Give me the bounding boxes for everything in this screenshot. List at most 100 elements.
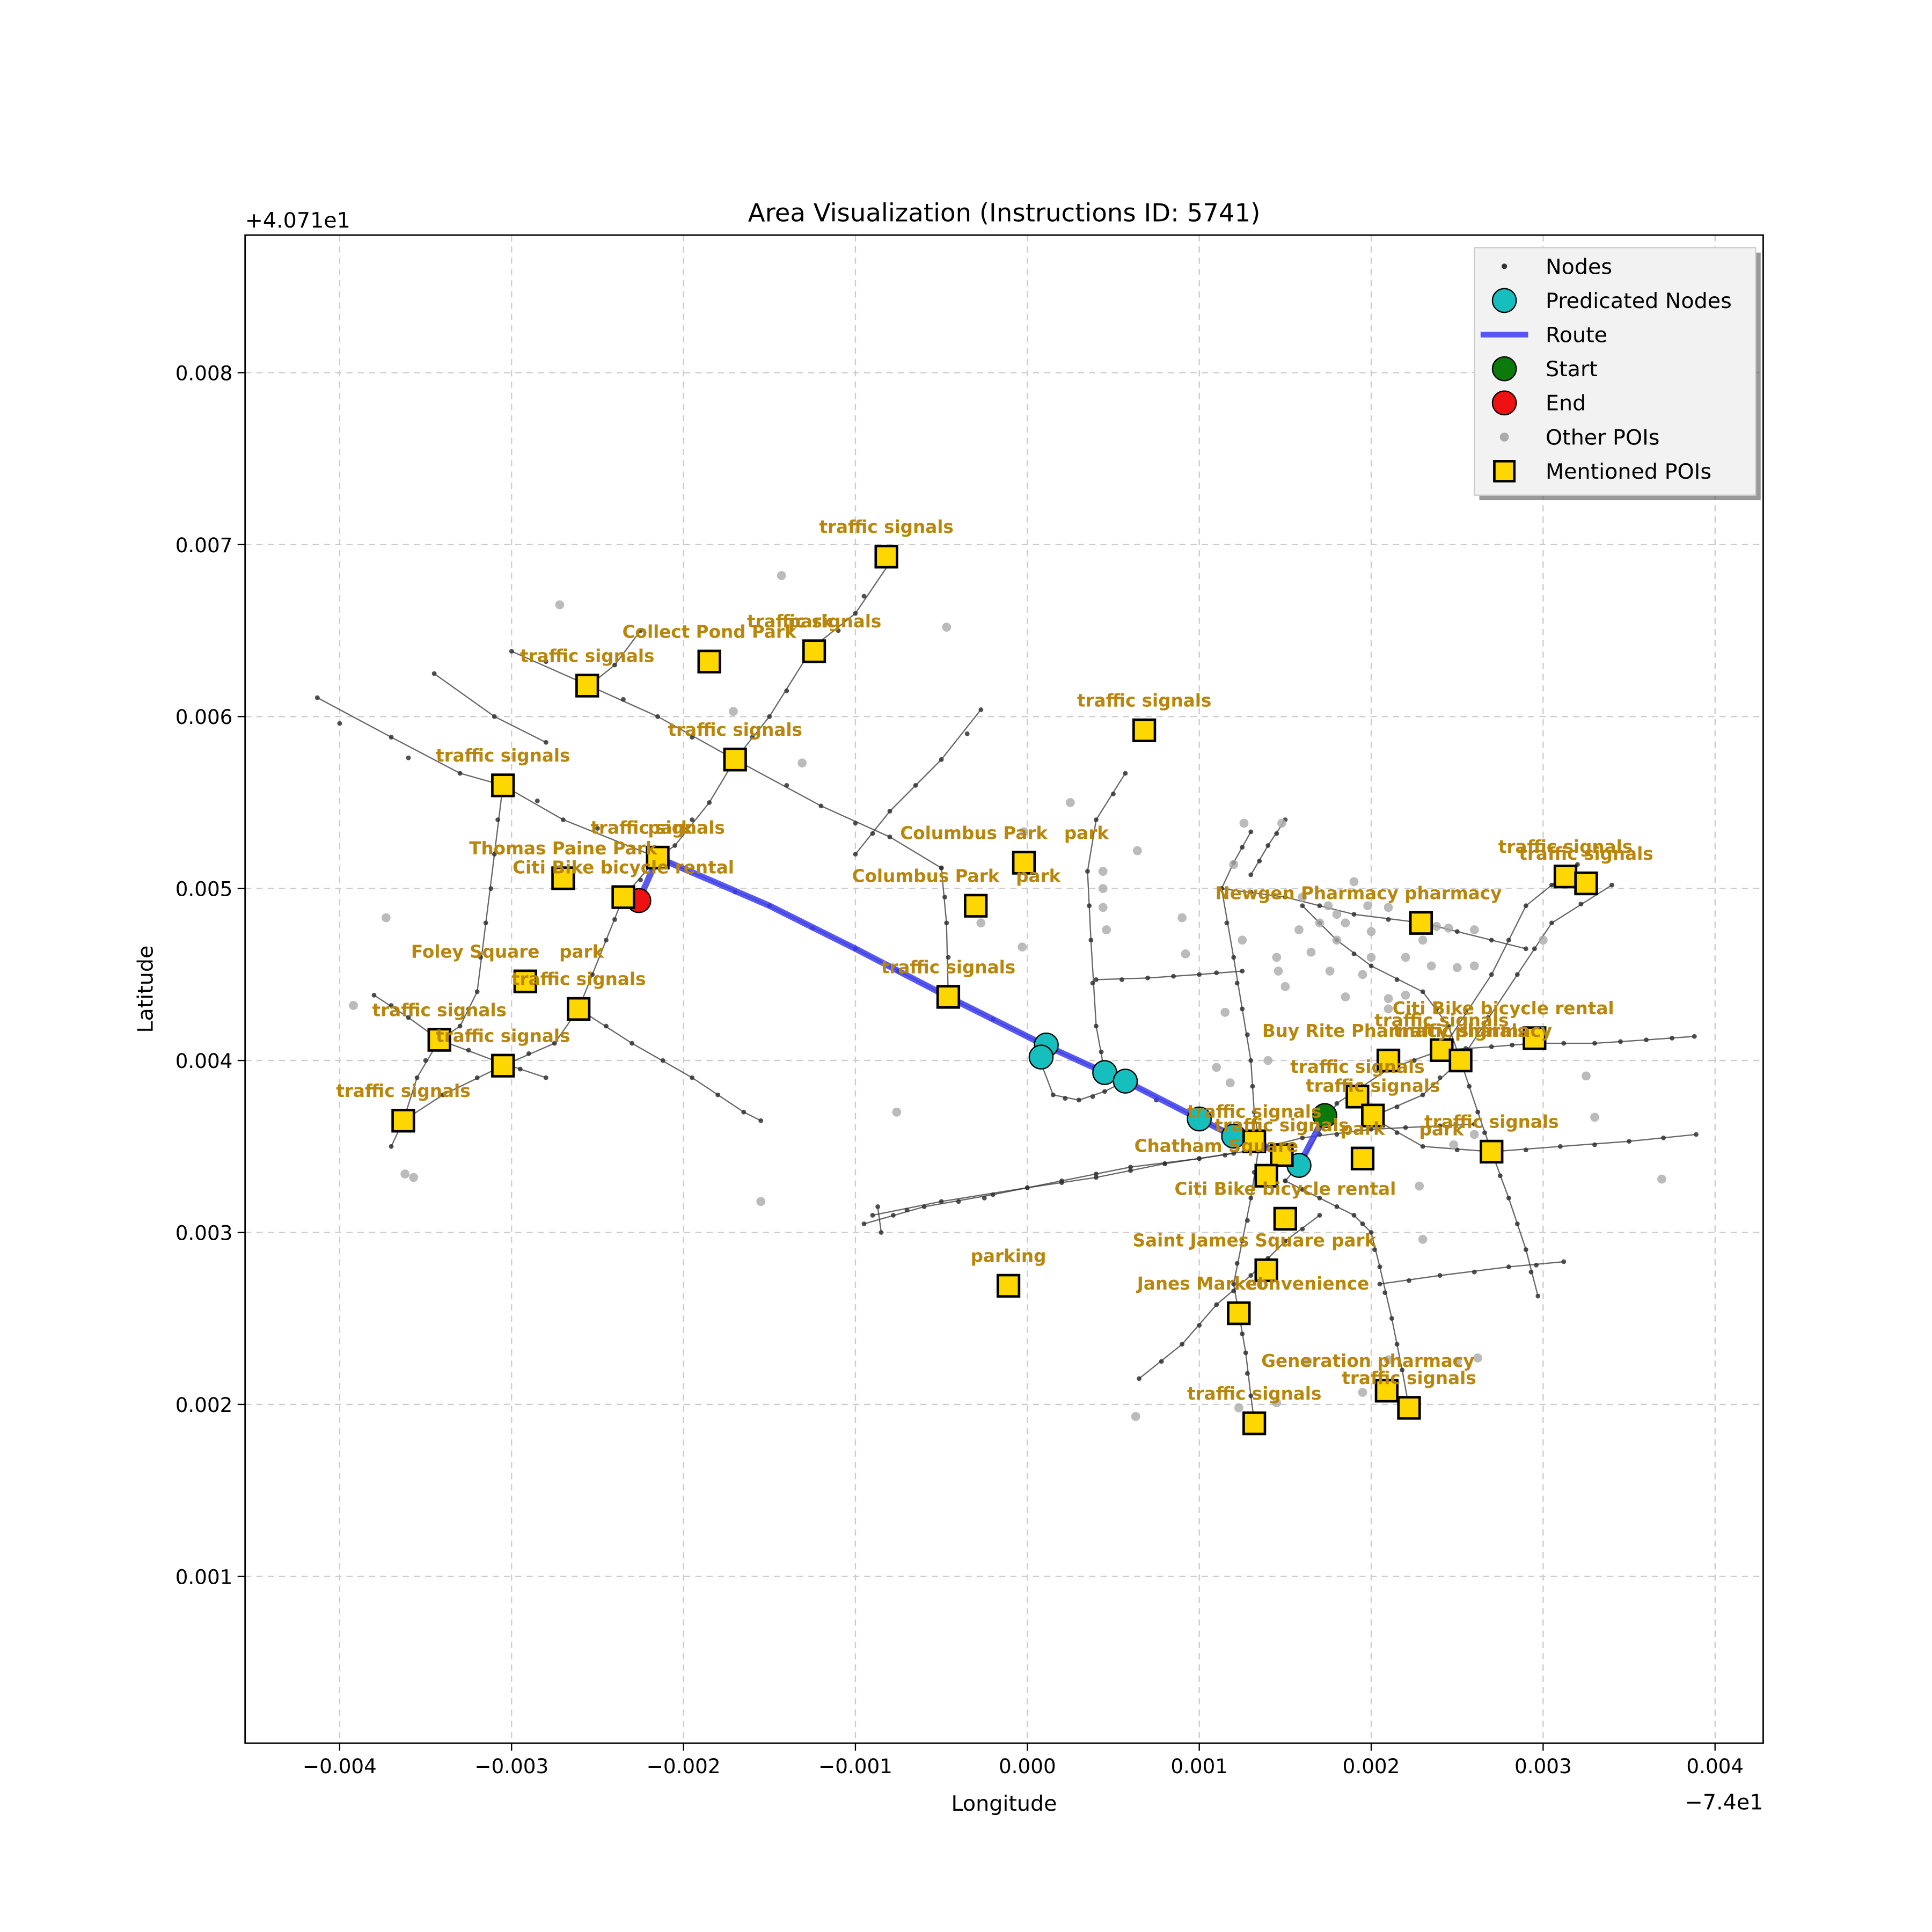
- node-point: [956, 1199, 961, 1204]
- node-point: [1454, 929, 1460, 934]
- node-point: [1382, 1290, 1388, 1296]
- node-point: [1245, 1371, 1250, 1376]
- legend-entry-label: End: [1546, 391, 1586, 416]
- street-vertex: [1317, 1213, 1322, 1218]
- node-point: [495, 817, 501, 822]
- other-poi-point: [1418, 935, 1428, 945]
- node-point: [478, 955, 484, 960]
- mentioned-poi-marker: [491, 773, 515, 797]
- other-poi-point: [1325, 967, 1335, 976]
- node-point: [1162, 1161, 1168, 1166]
- street-vertex: [1351, 912, 1357, 917]
- street-vertex: [767, 714, 772, 719]
- street-vertex: [1094, 1023, 1099, 1029]
- y-tick-label: 0.007: [175, 533, 233, 557]
- node-point: [1394, 1130, 1400, 1136]
- mentioned-poi-label: Collect Pond Park: [623, 621, 797, 642]
- street-vertex: [604, 938, 609, 943]
- other-poi-point: [797, 758, 807, 768]
- street-vertex: [1265, 843, 1271, 848]
- node-point: [1197, 1323, 1202, 1328]
- other-poi-point: [1366, 927, 1376, 936]
- mentioned-poi-marker: [646, 845, 670, 870]
- mentioned-poi-marker: [391, 1109, 415, 1133]
- other-poi-point: [409, 1173, 419, 1182]
- other-poi-point: [1358, 970, 1367, 979]
- node-point: [1454, 1147, 1460, 1153]
- mentioned-poi-label: Foley Square: [411, 941, 540, 962]
- node-point: [621, 697, 626, 702]
- street-vertex: [1102, 1089, 1107, 1094]
- street-vertex: [1489, 1044, 1494, 1049]
- other-poi-point: [1432, 921, 1441, 931]
- street-vertex: [1351, 1213, 1357, 1218]
- other-poi-point: [976, 918, 986, 928]
- other-poi-point: [1582, 1071, 1591, 1081]
- node-point: [1090, 1094, 1095, 1099]
- mentioned-poi-marker: [1227, 1301, 1251, 1326]
- mentioned-poi-marker: [1012, 851, 1036, 875]
- x-tick-label: 0.001: [1170, 1754, 1228, 1778]
- mentioned-poi-label: Columbus Park: [852, 866, 1000, 886]
- node-point: [1482, 1130, 1487, 1136]
- start-marker: [1312, 1103, 1337, 1128]
- mentioned-poi-label: park: [648, 818, 693, 838]
- node-point: [660, 1058, 665, 1063]
- other-poi-point: [1444, 923, 1453, 933]
- street-vertex: [1145, 975, 1150, 980]
- other-poi-point: [1449, 1140, 1459, 1150]
- predicated-node: [1113, 1069, 1138, 1094]
- node-point: [1223, 1152, 1228, 1158]
- street-vertex: [1231, 955, 1236, 960]
- node-point: [946, 955, 951, 960]
- other-poi-point: [1294, 925, 1304, 934]
- street-vertex: [1219, 886, 1224, 891]
- legend-box: [1474, 247, 1757, 496]
- mentioned-poi-label: traffic signals: [511, 969, 646, 990]
- mentioned-poi-label: traffic signals: [1077, 691, 1211, 711]
- street-vertex: [1694, 1132, 1699, 1137]
- street-vertex: [758, 1118, 764, 1123]
- y-tick-label: 0.006: [175, 705, 233, 729]
- node-point: [1059, 1180, 1064, 1185]
- mentioned-poi-marker: [723, 748, 747, 772]
- other-poi-point: [1234, 1403, 1243, 1413]
- other-poi-point: [777, 571, 786, 580]
- other-poi-point: [1384, 994, 1393, 1004]
- mentioned-poi-label: traffic signals: [1306, 1075, 1440, 1096]
- node-point: [891, 1213, 896, 1218]
- mentioned-poi-label: parking: [971, 1246, 1046, 1267]
- legend-entry-label: Other POIs: [1546, 425, 1659, 450]
- y-tick-label: 0.004: [175, 1049, 233, 1073]
- mentioned-poi-label: Thomas Paine Park: [469, 838, 658, 859]
- node-point: [1214, 970, 1219, 976]
- node-point: [1248, 889, 1254, 895]
- mentioned-poi-marker: [874, 545, 898, 569]
- street-vertex: [690, 1075, 695, 1080]
- street-vertex: [1248, 1393, 1254, 1399]
- street-vertex: [314, 695, 320, 700]
- other-poi-point: [1426, 961, 1436, 971]
- street-vertex: [389, 735, 394, 740]
- street-vertex: [887, 835, 892, 839]
- street-vertex: [483, 920, 488, 926]
- other-poi-point: [1341, 918, 1350, 928]
- legend-mentioned-poi-symbol: [1493, 460, 1516, 482]
- node-point: [1099, 1049, 1104, 1055]
- street-vertex: [655, 714, 660, 719]
- mentioned-poi-label: Newgen Pharmacy pharmacy: [1215, 883, 1502, 903]
- street-vertex: [1088, 938, 1094, 943]
- street-vertex: [887, 809, 892, 814]
- mentioned-poi-label: traffic signals: [881, 957, 1015, 977]
- node-point: [1670, 1035, 1675, 1041]
- street-vertex: [1437, 1123, 1443, 1129]
- node-point: [1024, 1185, 1030, 1190]
- mentioned-poi-label: traffic signals: [1393, 1021, 1527, 1041]
- node-point: [1514, 1221, 1520, 1226]
- node-point: [535, 798, 540, 803]
- node-point: [784, 688, 789, 693]
- street-vertex: [1076, 1097, 1081, 1103]
- node-point: [1234, 1261, 1240, 1266]
- node-point: [1240, 1331, 1245, 1336]
- street-vertex: [1334, 1101, 1340, 1106]
